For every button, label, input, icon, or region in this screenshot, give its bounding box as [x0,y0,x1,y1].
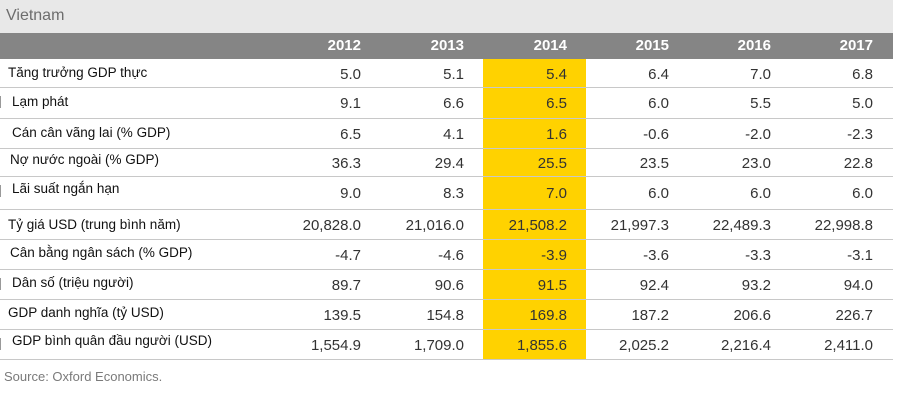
row-separator [0,239,893,240]
table-cell-2015: 21,997.3 [610,217,669,234]
table-cell-2014: 25.5 [537,155,567,172]
table-cell-2012: 9.1 [340,95,361,112]
table-cell-2015: 6.0 [648,95,669,112]
table-cell-2012: 5.0 [340,66,361,83]
table-cell-2015: 6.4 [648,66,669,83]
row-label: Lạm phát [12,94,69,109]
row-label: GDP bình quân đầu người (USD) [12,333,212,348]
table-cell-2016: 7.0 [750,66,771,83]
year-header-2016: 2016 [737,37,771,54]
row-label: Dân số (triệu người) [12,275,134,290]
row-separator [0,329,893,330]
table-cell-2015: -3.6 [643,247,669,264]
row-label: Lãi suất ngắn hạn [12,181,120,196]
table-cell-2014: 169.8 [529,307,567,324]
table-cell-2016: 5.5 [750,95,771,112]
table-cell-2012: 36.3 [331,155,361,172]
table-cell-2017: 226.7 [835,307,873,324]
table-cell-2012: 9.0 [340,185,361,202]
table-cell-2015: 23.5 [639,155,669,172]
row-separator [0,176,893,177]
table-cell-2016: 2,216.4 [720,337,771,354]
row-marker [0,96,1,108]
table-title: Vietnam [6,7,65,24]
table-cell-2014: 6.5 [546,95,567,112]
table-cell-2014: 7.0 [546,185,567,202]
table-cell-2017: 22,998.8 [814,217,873,234]
table-cell-2017: 6.0 [852,185,873,202]
table-cell-2013: 6.6 [443,95,464,112]
row-label: Tỷ giá USD (trung bình năm) [8,217,181,232]
row-marker [0,338,1,350]
row-separator [0,118,893,119]
table-cell-2013: 154.8 [426,307,464,324]
row-separator [0,209,893,210]
table-title-bar: Vietnam [0,0,893,33]
table-cell-2015: 187.2 [631,307,669,324]
table-cell-2017: -2.3 [847,126,873,143]
table-cell-2013: 90.6 [434,277,464,294]
table-cell-2013: 1,709.0 [413,337,464,354]
source-note: Source: Oxford Economics. [4,369,163,384]
table-cell-2015: -0.6 [643,126,669,143]
row-separator [0,87,893,88]
row-marker [0,278,1,290]
table-cell-2016: 22,489.3 [712,217,771,234]
table-cell-2014: 21,508.2 [508,217,567,234]
table-cell-2014: 1,855.6 [516,337,567,354]
row-label: Cán cân vãng lai (% GDP) [12,125,171,140]
table-cell-2012: 1,554.9 [310,337,361,354]
table-cell-2013: 8.3 [443,185,464,202]
row-separator [0,148,893,149]
table-cell-2014: 5.4 [546,66,567,83]
table-cell-2017: 94.0 [843,277,873,294]
table-cell-2013: 21,016.0 [405,217,464,234]
year-header-2015: 2015 [635,37,669,54]
table-cell-2013: 4.1 [443,126,464,143]
table-cell-2015: 92.4 [639,277,669,294]
table-cell-2014: 91.5 [537,277,567,294]
table-cell-2016: -2.0 [745,126,771,143]
row-label: Tăng trưởng GDP thực [8,65,148,80]
row-separator [0,359,893,360]
row-label: Cân bằng ngân sách (% GDP) [10,245,193,260]
table-cell-2015: 6.0 [648,185,669,202]
table-cell-2017: 22.8 [843,155,873,172]
table-cell-2017: 5.0 [852,95,873,112]
table-cell-2016: 6.0 [750,185,771,202]
table-cell-2017: 2,411.0 [824,337,873,354]
table-cell-2014: 1.6 [546,126,567,143]
table-cell-2016: -3.3 [745,247,771,264]
row-separator [0,269,893,270]
table-cell-2016: 93.2 [741,277,771,294]
row-label: GDP danh nghĩa (tỷ USD) [8,305,164,320]
table-cell-2012: 6.5 [340,126,361,143]
year-header-2014: 2014 [533,37,567,54]
table-cell-2012: 89.7 [331,277,361,294]
table-cell-2016: 206.6 [733,307,771,324]
table-cell-2013: -4.6 [438,247,464,264]
table-cell-2013: 5.1 [443,66,464,83]
row-marker [0,185,1,197]
row-label: Nợ nước ngoài (% GDP) [10,152,160,167]
table-cell-2012: -4.7 [335,247,361,264]
year-header-2017: 2017 [839,37,873,54]
table-cell-2017: -3.1 [847,247,873,264]
table-cell-2012: 20,828.0 [302,217,361,234]
table-cell-2014: -3.9 [541,247,567,264]
year-header-bar [0,33,893,59]
table-cell-2013: 29.4 [434,155,464,172]
table-cell-2016: 23.0 [741,155,771,172]
year-header-2013: 2013 [430,37,464,54]
table-cell-2012: 139.5 [323,307,361,324]
table-cell-2017: 6.8 [852,66,873,83]
year-header-2012: 2012 [327,37,361,54]
table-cell-2015: 2,025.2 [618,337,669,354]
row-separator [0,299,893,300]
